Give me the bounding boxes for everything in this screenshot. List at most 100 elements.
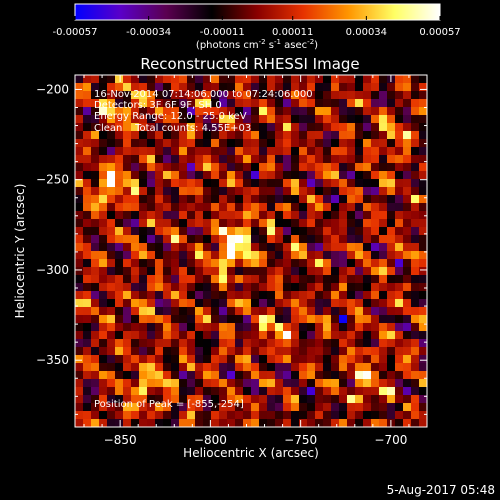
heatmap-cell — [179, 235, 188, 244]
heatmap-cell — [403, 203, 412, 212]
heatmap-cell — [243, 195, 252, 204]
heatmap-cell — [179, 139, 188, 148]
heatmap-cell — [307, 251, 316, 260]
heatmap-cell — [131, 211, 140, 220]
heatmap-cell — [275, 147, 284, 156]
heatmap-cell — [243, 291, 252, 300]
heatmap-cell — [379, 163, 388, 172]
heatmap-cell — [179, 291, 188, 300]
heatmap-cell — [307, 355, 316, 364]
heatmap-cell — [171, 171, 180, 180]
heatmap-cell — [187, 243, 196, 252]
heatmap-cell — [171, 339, 180, 348]
heatmap-cell — [155, 299, 164, 308]
heatmap-cell — [395, 227, 404, 236]
heatmap-cell — [291, 411, 300, 420]
heatmap-cell — [195, 83, 204, 92]
heatmap-cell — [291, 339, 300, 348]
heatmap-cell — [307, 347, 316, 356]
heatmap-cell — [371, 99, 380, 108]
heatmap-cell — [131, 315, 140, 324]
heatmap-cell — [283, 251, 292, 260]
heatmap-cell — [379, 251, 388, 260]
heatmap-cell — [371, 139, 380, 148]
heatmap-cell — [99, 283, 108, 292]
heatmap-cell — [251, 395, 260, 404]
heatmap-cell — [99, 99, 108, 108]
heatmap-cell — [395, 371, 404, 380]
heatmap-cell — [355, 203, 364, 212]
heatmap-cell — [203, 283, 212, 292]
y-tick-label: −250 — [36, 173, 69, 187]
heatmap-cell — [379, 211, 388, 220]
heatmap-cell — [131, 99, 140, 108]
heatmap-cell — [219, 147, 228, 156]
heatmap-cell — [195, 123, 204, 132]
heatmap-cell — [419, 75, 428, 84]
heatmap-cell — [139, 395, 148, 404]
heatmap-cell — [83, 387, 92, 396]
heatmap-cell — [395, 411, 404, 420]
heatmap-cell — [355, 307, 364, 316]
heatmap-cell — [291, 131, 300, 140]
heatmap-cell — [123, 147, 132, 156]
heatmap-cell — [83, 379, 92, 388]
heatmap-cell — [107, 403, 116, 412]
heatmap-cell — [147, 411, 156, 420]
heatmap-cell — [123, 395, 132, 404]
heatmap-cell — [107, 83, 116, 92]
heatmap-cell — [131, 243, 140, 252]
heatmap-cell — [83, 307, 92, 316]
heatmap-cell — [91, 355, 100, 364]
heatmap-cell — [107, 363, 116, 372]
heatmap-cell — [371, 331, 380, 340]
heatmap-cell — [131, 227, 140, 236]
heatmap-cell — [195, 291, 204, 300]
heatmap-cell — [251, 75, 260, 84]
heatmap-cell — [171, 315, 180, 324]
heatmap-cell — [147, 227, 156, 236]
heatmap-cell — [155, 219, 164, 228]
heatmap-cell — [187, 347, 196, 356]
heatmap-cell — [419, 163, 428, 172]
heatmap-cell — [419, 363, 428, 372]
heatmap-cell — [83, 131, 92, 140]
heatmap-cell — [283, 275, 292, 284]
heatmap-cell — [299, 179, 308, 188]
heatmap-cell — [267, 267, 276, 276]
heatmap-cell — [339, 395, 348, 404]
heatmap-cell — [91, 235, 100, 244]
heatmap-cell — [299, 75, 308, 84]
heatmap-cell — [323, 307, 332, 316]
heatmap-cell — [419, 131, 428, 140]
heatmap-cell — [331, 171, 340, 180]
heatmap-cell — [83, 315, 92, 324]
heatmap-cell — [203, 187, 212, 196]
heatmap-cell — [371, 403, 380, 412]
heatmap-cell — [379, 267, 388, 276]
heatmap-cell — [323, 179, 332, 188]
heatmap-cell — [195, 155, 204, 164]
heatmap-cell — [147, 219, 156, 228]
heatmap-cell — [139, 163, 148, 172]
heatmap-cell — [395, 363, 404, 372]
heatmap-cell — [115, 99, 124, 108]
heatmap-cell — [419, 291, 428, 300]
heatmap-cell — [315, 371, 324, 380]
heatmap-cell — [91, 403, 100, 412]
heatmap-cell — [339, 379, 348, 388]
heatmap-cell — [131, 299, 140, 308]
colorbar-tick-label: 0.00034 — [346, 27, 387, 38]
heatmap-cell — [283, 235, 292, 244]
heatmap-cell — [411, 219, 420, 228]
heatmap-cell — [83, 259, 92, 268]
generation-timestamp: 5-Aug-2017 05:48 — [387, 483, 495, 497]
heatmap-cell — [163, 123, 172, 132]
heatmap-cell — [179, 211, 188, 220]
heatmap-cell — [331, 203, 340, 212]
heatmap-cell — [227, 131, 236, 140]
heatmap-cell — [411, 163, 420, 172]
heatmap-cell — [283, 227, 292, 236]
heatmap-cell — [411, 371, 420, 380]
heatmap-cell — [195, 331, 204, 340]
